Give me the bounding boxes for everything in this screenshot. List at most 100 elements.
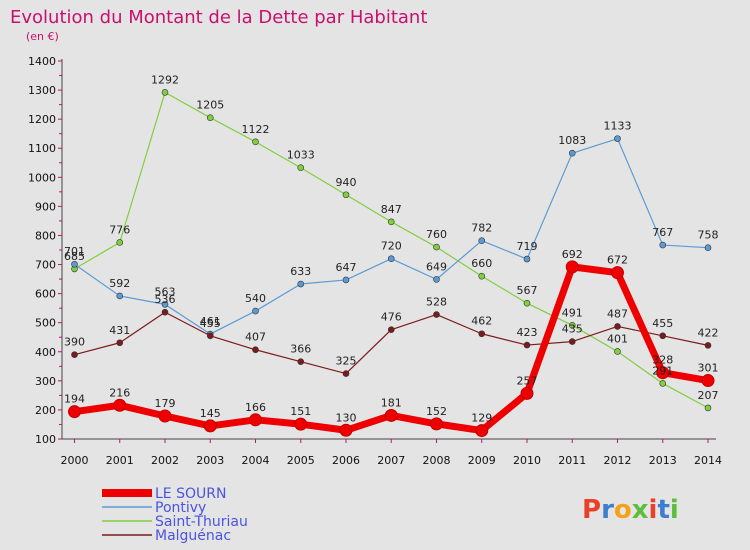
data-label: 301 bbox=[698, 362, 719, 375]
x-tick-label: 2000 bbox=[61, 454, 89, 467]
data-label: 423 bbox=[517, 326, 538, 339]
data-label: 151 bbox=[290, 405, 311, 418]
x-tick-label: 2008 bbox=[423, 454, 451, 467]
data-point bbox=[161, 89, 169, 96]
data-point bbox=[659, 380, 667, 387]
data-label: 782 bbox=[471, 222, 492, 235]
brand-letter: r bbox=[601, 495, 614, 525]
data-point bbox=[565, 260, 579, 274]
y-tick-label: 1000 bbox=[28, 171, 56, 184]
y-tick-label: 1200 bbox=[28, 113, 56, 126]
data-point bbox=[387, 326, 395, 333]
data-point bbox=[568, 149, 576, 157]
x-tick-label: 2002 bbox=[151, 454, 179, 467]
x-tick-label: 2003 bbox=[196, 454, 224, 467]
y-tick-label: 900 bbox=[35, 200, 56, 213]
data-label: 145 bbox=[200, 407, 221, 420]
data-point bbox=[614, 348, 621, 355]
x-tick-label: 2001 bbox=[106, 454, 134, 467]
data-point bbox=[158, 409, 172, 423]
data-point bbox=[433, 243, 440, 251]
data-point bbox=[342, 276, 350, 284]
y-tick-label: 1100 bbox=[28, 142, 56, 155]
legend-label-malgu-nac: Malguénac bbox=[155, 528, 231, 544]
y-tick-label: 500 bbox=[35, 317, 56, 330]
data-point bbox=[478, 330, 486, 338]
brand-text: Proxiti bbox=[582, 495, 679, 525]
y-tick-label: 600 bbox=[35, 288, 56, 301]
data-label: 1033 bbox=[287, 149, 315, 162]
data-label: 776 bbox=[109, 223, 130, 236]
x-tick-label: 2004 bbox=[242, 454, 270, 467]
data-point bbox=[206, 332, 214, 340]
y-tick-label: 400 bbox=[35, 346, 56, 359]
y-tick-label: 700 bbox=[35, 259, 56, 272]
data-label: 672 bbox=[607, 254, 628, 267]
data-point bbox=[659, 332, 667, 340]
series-malgu-nac bbox=[71, 308, 712, 377]
data-label: 455 bbox=[652, 317, 673, 330]
y-tick-label: 200 bbox=[35, 404, 56, 417]
proxiti-logo: Proxiti bbox=[582, 495, 679, 525]
data-point bbox=[116, 292, 124, 300]
data-label: 476 bbox=[381, 311, 402, 324]
data-label: 1122 bbox=[242, 123, 270, 136]
y-tick-label: 800 bbox=[35, 229, 56, 242]
data-point bbox=[475, 424, 489, 438]
data-point bbox=[294, 417, 308, 431]
x-tick-label: 2006 bbox=[332, 454, 360, 467]
data-label: 692 bbox=[562, 248, 583, 261]
data-point bbox=[252, 138, 259, 146]
data-point bbox=[704, 244, 712, 251]
y-tick-label: 100 bbox=[35, 433, 56, 446]
data-label: 660 bbox=[471, 257, 492, 270]
data-label: 181 bbox=[381, 396, 402, 409]
data-label: 592 bbox=[109, 277, 130, 290]
data-point bbox=[161, 308, 169, 316]
data-label: 152 bbox=[426, 405, 447, 418]
data-label: 720 bbox=[381, 240, 402, 253]
data-label: 536 bbox=[155, 293, 176, 306]
data-label: 462 bbox=[471, 315, 492, 328]
data-label: 179 bbox=[155, 397, 176, 410]
x-tick-label: 2005 bbox=[287, 454, 315, 467]
data-label: 758 bbox=[698, 229, 719, 242]
data-label: 194 bbox=[64, 393, 85, 406]
data-point bbox=[523, 255, 531, 263]
data-label: 633 bbox=[290, 265, 311, 278]
data-point bbox=[704, 342, 712, 349]
data-label: 1133 bbox=[604, 120, 632, 133]
data-point bbox=[614, 323, 621, 330]
data-point bbox=[71, 260, 78, 268]
data-point bbox=[701, 374, 715, 388]
legend-label-le-sourn: LE SOURN bbox=[155, 486, 226, 502]
data-point bbox=[252, 346, 259, 354]
data-label: 491 bbox=[562, 306, 583, 319]
data-point bbox=[520, 386, 534, 400]
x-tick-label: 2012 bbox=[604, 454, 632, 467]
legend-label-saint-thuriau: Saint-Thuriau bbox=[155, 514, 248, 530]
data-label: 647 bbox=[336, 261, 357, 274]
data-point bbox=[297, 358, 305, 365]
data-point bbox=[113, 398, 127, 412]
legend-label-pontivy: Pontivy bbox=[155, 500, 206, 516]
data-label: 563 bbox=[155, 285, 176, 298]
data-label: 129 bbox=[471, 412, 492, 425]
data-point bbox=[659, 241, 667, 249]
brand-letter: t bbox=[657, 495, 669, 525]
data-label: 1083 bbox=[558, 134, 586, 147]
brand-letter: i bbox=[670, 495, 679, 525]
data-label: 701 bbox=[64, 245, 85, 258]
brand-letter: o bbox=[614, 495, 632, 525]
data-label: 407 bbox=[245, 331, 266, 344]
data-label: 328 bbox=[652, 354, 673, 367]
chart-unit: (en €) bbox=[26, 30, 59, 43]
data-point bbox=[206, 114, 214, 121]
data-label: 940 bbox=[336, 176, 357, 189]
y-tick-label: 300 bbox=[35, 375, 56, 388]
data-label: 166 bbox=[245, 401, 266, 414]
data-point bbox=[342, 370, 350, 377]
data-label: 567 bbox=[517, 284, 538, 297]
data-point bbox=[656, 366, 670, 380]
data-label: 760 bbox=[426, 228, 447, 241]
